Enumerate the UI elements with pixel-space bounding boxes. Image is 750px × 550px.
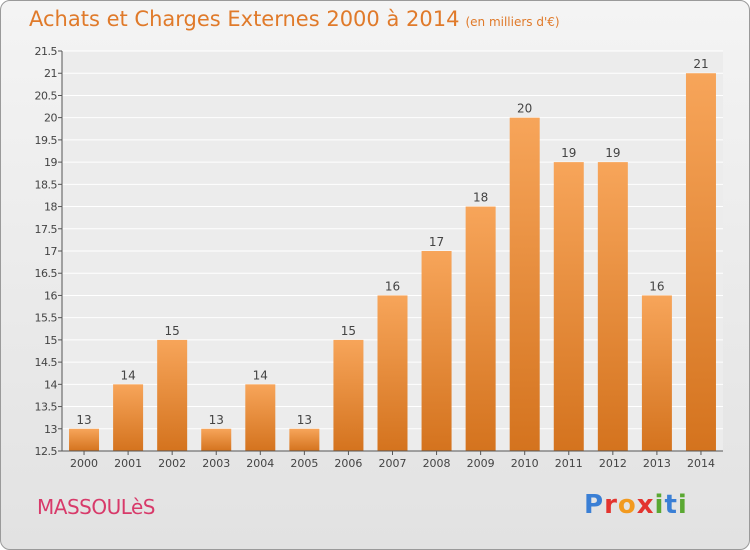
y-tick-label: 21 [44, 67, 57, 80]
y-tick-label: 15.5 [35, 312, 58, 325]
logo-letter: i [654, 490, 665, 520]
bar [377, 295, 408, 451]
y-tick-label: 20 [44, 112, 57, 125]
y-tick-label: 15 [44, 334, 57, 347]
logo-letter: i [677, 490, 688, 520]
x-tick-label: 2001 [114, 457, 142, 470]
bar-value-label: 16 [649, 279, 664, 293]
y-tick-label: 17.5 [35, 223, 58, 236]
bar [289, 428, 320, 451]
y-tick-label: 12.5 [35, 445, 58, 458]
bar-value-label: 16 [385, 279, 400, 293]
y-tick-label: 13 [44, 423, 57, 436]
bar-value-label: 17 [429, 235, 444, 249]
bar-value-label: 15 [341, 324, 356, 338]
bar [465, 206, 496, 451]
y-tick-label: 21.5 [35, 45, 58, 58]
bar [421, 251, 452, 451]
y-tick-label: 16 [44, 289, 57, 302]
bar [113, 384, 144, 451]
bar-value-label: 18 [473, 191, 488, 205]
logo-letter: P [584, 490, 605, 520]
x-tick-label: 2003 [202, 457, 230, 470]
bar [201, 428, 232, 451]
x-tick-label: 2004 [246, 457, 274, 470]
commune-name: MASSOULèS [37, 495, 156, 519]
x-tick-label: 2011 [555, 457, 583, 470]
bar-value-label: 20 [517, 102, 532, 116]
x-tick-label: 2012 [599, 457, 627, 470]
y-tick-label: 14.5 [35, 356, 58, 369]
x-tick-label: 2010 [511, 457, 539, 470]
bar [157, 339, 188, 451]
bar-value-label: 13 [297, 413, 312, 427]
x-tick-label: 2000 [70, 457, 98, 470]
bar-value-label: 21 [693, 57, 708, 71]
bar-value-label: 14 [253, 368, 268, 382]
bar [245, 384, 276, 451]
y-tick-label: 19.5 [35, 134, 58, 147]
y-tick-label: 20.5 [35, 89, 58, 102]
y-tick-label: 14 [44, 378, 57, 391]
bar [553, 162, 584, 451]
logo-letter: x [636, 490, 655, 520]
bar [509, 117, 540, 452]
bar [333, 339, 364, 451]
y-tick-label: 17 [44, 245, 57, 258]
y-tick-label: 18.5 [35, 178, 58, 191]
x-tick-label: 2013 [643, 457, 671, 470]
bar-value-label: 14 [120, 368, 135, 382]
x-tick-label: 2008 [423, 457, 451, 470]
logo-letter: t [664, 490, 678, 520]
chart-title: Achats et Charges Externes 2000 à 2014 (e… [29, 7, 560, 31]
x-tick-label: 2009 [467, 457, 495, 470]
chart-subtitle: (en milliers d'€) [465, 15, 560, 29]
y-tick-label: 19 [44, 156, 57, 169]
chart-title-text: Achats et Charges Externes 2000 à 2014 [29, 7, 460, 31]
bar-value-label: 15 [165, 324, 180, 338]
logo-letter: r [604, 490, 618, 520]
y-tick-label: 13.5 [35, 401, 58, 414]
bar [685, 73, 716, 451]
x-tick-label: 2014 [687, 457, 715, 470]
bar [641, 295, 672, 451]
bar-value-label: 19 [561, 146, 576, 160]
x-tick-label: 2007 [379, 457, 407, 470]
y-tick-label: 16.5 [35, 267, 58, 280]
bar-value-label: 19 [605, 146, 620, 160]
bar-value-label: 13 [209, 413, 224, 427]
y-tick-label: 18 [44, 201, 57, 214]
bar [597, 162, 628, 451]
proxiti-logo[interactable]: Proxiti [584, 490, 688, 520]
x-tick-label: 2002 [158, 457, 186, 470]
bar [69, 428, 100, 451]
x-tick-label: 2005 [290, 457, 318, 470]
bar-value-label: 13 [76, 413, 91, 427]
logo-letter: o [617, 490, 637, 520]
x-tick-label: 2006 [334, 457, 362, 470]
